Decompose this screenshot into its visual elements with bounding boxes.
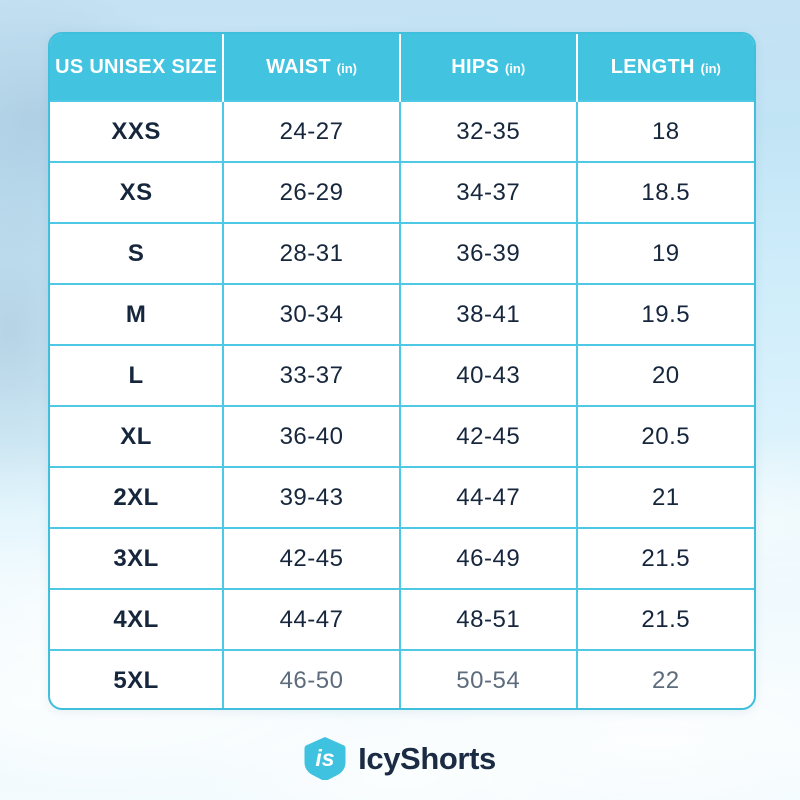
table-row[interactable]: S 28-31 36-39 19 bbox=[50, 222, 754, 284]
cell-waist: 42-45 bbox=[223, 527, 401, 589]
cell-size: XXS bbox=[50, 100, 225, 162]
column-header-length: LENGTH (in) bbox=[576, 34, 754, 101]
icyshorts-hexagon-icon: is bbox=[304, 736, 346, 780]
cell-length: 20.5 bbox=[576, 405, 754, 467]
table-row[interactable]: 4XL 44-47 48-51 21.5 bbox=[50, 588, 754, 650]
cell-length: 21.5 bbox=[576, 527, 754, 589]
cell-hips: 48-51 bbox=[399, 588, 578, 650]
table-row[interactable]: M 30-34 38-41 19.5 bbox=[50, 283, 754, 345]
cell-waist: 28-31 bbox=[223, 222, 401, 284]
column-header-waist: WAIST (in) bbox=[223, 34, 401, 101]
cell-hips: 36-39 bbox=[399, 222, 578, 284]
cell-length: 18 bbox=[576, 100, 754, 162]
cell-waist: 44-47 bbox=[223, 588, 401, 650]
cell-size: XS bbox=[50, 161, 225, 223]
table-body: XXS 24-27 32-35 18 XS 26-29 34-37 18.5 S 28-31 36-… bbox=[50, 100, 754, 708]
cell-hips: 42-45 bbox=[399, 405, 578, 467]
table-row[interactable]: XXS 24-27 32-35 18 bbox=[50, 100, 754, 162]
cell-waist: 24-27 bbox=[223, 100, 401, 162]
table-header: US UNISEX SIZE WAIST (in) HIPS (in) LENG… bbox=[50, 34, 754, 101]
table-row[interactable]: 2XL 39-43 44-47 21 bbox=[50, 466, 754, 528]
cell-waist: 26-29 bbox=[223, 161, 401, 223]
cell-size: 5XL bbox=[50, 649, 225, 708]
cell-size: S bbox=[50, 222, 225, 284]
table-row[interactable]: XL 36-40 42-45 20.5 bbox=[50, 405, 754, 467]
column-header-size: US UNISEX SIZE bbox=[50, 34, 225, 101]
cell-hips: 34-37 bbox=[399, 161, 578, 223]
column-header-hips-unit: (in) bbox=[504, 60, 526, 76]
cell-waist: 33-37 bbox=[223, 344, 401, 406]
cell-size: XL bbox=[50, 405, 225, 467]
column-header-waist-label: WAIST bbox=[266, 55, 331, 78]
brand-name: IcyShorts bbox=[358, 740, 496, 776]
size-chart-table-container: US UNISEX SIZE WAIST (in) HIPS (in) LENG… bbox=[48, 32, 756, 710]
cell-hips: 40-43 bbox=[399, 344, 578, 406]
cell-length: 18.5 bbox=[576, 161, 754, 223]
cell-hips: 44-47 bbox=[399, 466, 578, 528]
cell-size: M bbox=[50, 283, 225, 345]
cell-length: 19 bbox=[576, 222, 754, 284]
cell-waist: 46-50 bbox=[223, 649, 401, 708]
cell-waist: 30-34 bbox=[223, 283, 401, 345]
table-row[interactable]: 3XL 42-45 46-49 21.5 bbox=[50, 527, 754, 589]
cell-size: 4XL bbox=[50, 588, 225, 650]
column-header-length-unit: (in) bbox=[700, 60, 721, 76]
brand-logo: is IcyShorts bbox=[0, 736, 800, 780]
table-row[interactable]: 5XL 46-50 50-54 22 bbox=[50, 649, 754, 708]
column-header-length-label: LENGTH bbox=[610, 55, 695, 78]
cell-size: L bbox=[50, 344, 225, 406]
cell-size: 3XL bbox=[50, 527, 225, 589]
header-row: US UNISEX SIZE WAIST (in) HIPS (in) LENG… bbox=[50, 34, 754, 101]
cell-hips: 32-35 bbox=[399, 100, 578, 162]
column-header-size-label: US UNISEX SIZE bbox=[55, 55, 218, 78]
svg-text:is: is bbox=[316, 745, 335, 771]
cell-waist: 36-40 bbox=[223, 405, 401, 467]
size-chart-table: US UNISEX SIZE WAIST (in) HIPS (in) LENG… bbox=[50, 34, 754, 708]
cell-length: 22 bbox=[576, 649, 754, 708]
cell-length: 21.5 bbox=[576, 588, 754, 650]
table-row[interactable]: XS 26-29 34-37 18.5 bbox=[50, 161, 754, 223]
cell-hips: 50-54 bbox=[399, 649, 578, 708]
column-header-hips: HIPS (in) bbox=[399, 34, 578, 101]
cell-waist: 39-43 bbox=[223, 466, 401, 528]
column-header-waist-unit: (in) bbox=[336, 60, 357, 76]
cell-size: 2XL bbox=[50, 466, 225, 528]
cell-length: 21 bbox=[576, 466, 754, 528]
cell-length: 19.5 bbox=[576, 283, 754, 345]
cell-hips: 38-41 bbox=[399, 283, 578, 345]
cell-hips: 46-49 bbox=[399, 527, 578, 589]
column-header-hips-label: HIPS bbox=[451, 55, 500, 78]
cell-length: 20 bbox=[576, 344, 754, 406]
table-row[interactable]: L 33-37 40-43 20 bbox=[50, 344, 754, 406]
